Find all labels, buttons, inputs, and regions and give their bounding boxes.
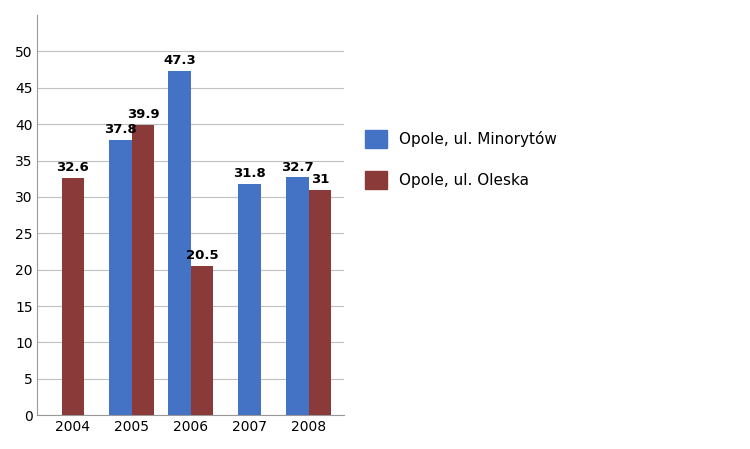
Bar — [110, 140, 132, 415]
Bar — [62, 178, 84, 415]
Bar — [286, 177, 308, 415]
Text: 20.5: 20.5 — [185, 249, 218, 262]
Bar — [132, 125, 154, 415]
Bar — [238, 184, 261, 415]
Text: 31.8: 31.8 — [233, 167, 266, 180]
Bar — [308, 189, 331, 415]
Text: 47.3: 47.3 — [164, 54, 196, 67]
Text: 31: 31 — [310, 173, 329, 186]
Bar — [168, 71, 190, 415]
Text: 37.8: 37.8 — [104, 123, 137, 136]
Text: 39.9: 39.9 — [127, 108, 159, 121]
Text: 32.6: 32.6 — [56, 161, 89, 174]
Legend: Opole, ul. Minorytów, Opole, ul. Oleska: Opole, ul. Minorytów, Opole, ul. Oleska — [358, 123, 565, 196]
Text: 32.7: 32.7 — [281, 161, 314, 174]
Bar — [190, 266, 213, 415]
